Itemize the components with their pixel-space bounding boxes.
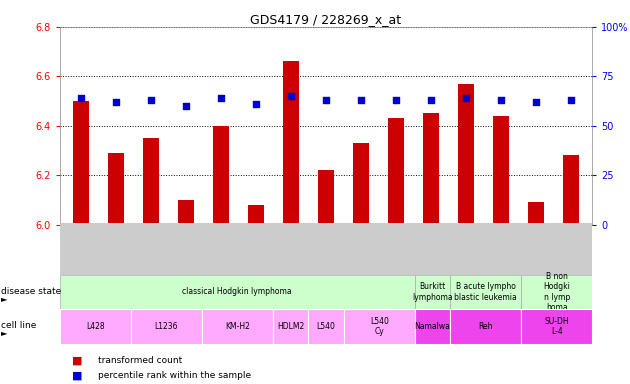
Point [531,99,541,105]
Bar [318,170,334,225]
Point [146,97,156,103]
Bar [178,200,194,225]
Bar [308,309,344,344]
Text: Burkitt
lymphoma: Burkitt lymphoma [412,282,453,301]
Text: ■: ■ [72,371,83,381]
Bar [283,61,299,225]
Point [321,97,331,103]
Bar [415,309,450,344]
Text: Namalwa: Namalwa [415,322,450,331]
Text: classical Hodgkin lymphoma: classical Hodgkin lymphoma [183,287,292,296]
Point [181,103,191,109]
Bar [521,309,592,344]
Text: B non
Hodgki
n lymp
homa: B non Hodgki n lymp homa [543,272,570,312]
Bar [213,126,229,225]
Text: KM-H2: KM-H2 [225,322,249,331]
Text: percentile rank within the sample: percentile rank within the sample [98,371,251,380]
Text: ►: ► [1,328,7,337]
Text: B acute lympho
blastic leukemia: B acute lympho blastic leukemia [454,282,517,301]
Point [251,101,261,107]
Bar [353,143,369,225]
Bar [563,156,579,225]
Text: L1236: L1236 [154,322,178,331]
Text: disease state: disease state [1,287,61,296]
Point [111,99,121,105]
Bar [344,309,415,344]
Point [496,97,506,103]
Text: Reh: Reh [478,322,493,331]
Bar [60,309,131,344]
Bar [493,116,509,225]
Bar [521,275,592,309]
Bar [143,138,159,225]
Point [426,97,436,103]
Bar [273,309,308,344]
Bar [202,309,273,344]
Bar [388,118,404,225]
Bar [423,113,439,225]
Bar [108,153,123,225]
Bar [458,84,474,225]
Text: transformed count: transformed count [98,356,182,365]
Text: cell line: cell line [1,321,36,330]
Bar [529,202,544,225]
Point [216,95,226,101]
Bar [131,309,202,344]
Bar [73,101,89,225]
Text: ■: ■ [72,355,83,365]
Bar [450,275,521,309]
Point [566,97,576,103]
Point [356,97,366,103]
Bar [248,205,264,225]
Text: HDLM2: HDLM2 [277,322,304,331]
Text: ►: ► [1,294,7,303]
Text: L540
Cy: L540 Cy [370,317,389,336]
Text: L428: L428 [86,322,105,331]
Point [461,95,471,101]
Title: GDS4179 / 228269_x_at: GDS4179 / 228269_x_at [251,13,401,26]
Bar [415,275,450,309]
Bar [60,275,415,309]
Text: SU-DH
L-4: SU-DH L-4 [544,317,569,336]
Bar [450,309,521,344]
Point [76,95,86,101]
Text: L540: L540 [317,322,335,331]
Point [286,93,296,99]
Point [391,97,401,103]
